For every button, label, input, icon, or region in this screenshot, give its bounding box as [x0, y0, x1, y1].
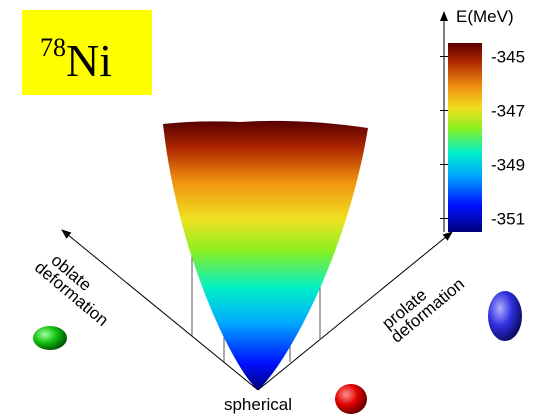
figure: 78Ni oblate deformation prolate deformat… [0, 0, 537, 415]
prolate-label: prolate deformation [377, 262, 468, 347]
colorbar-tick-label: -349 [491, 156, 525, 175]
colorbar-label: E(MeV) [456, 7, 514, 26]
oblate-label: oblate deformation [31, 245, 122, 330]
colorbar-tick-label: -351 [491, 210, 525, 229]
colorbar [448, 43, 482, 232]
colorbar-tick-label: -347 [491, 102, 525, 121]
origin-label: spherical [224, 395, 292, 414]
mass-number: 78 [40, 33, 66, 62]
prolate-shape [488, 291, 522, 341]
element-symbol: Ni [66, 35, 112, 86]
spherical-shape [335, 384, 367, 414]
energy-surface [163, 121, 368, 390]
oblate-shape [33, 326, 67, 350]
colorbar-tick-label: -345 [491, 48, 525, 67]
